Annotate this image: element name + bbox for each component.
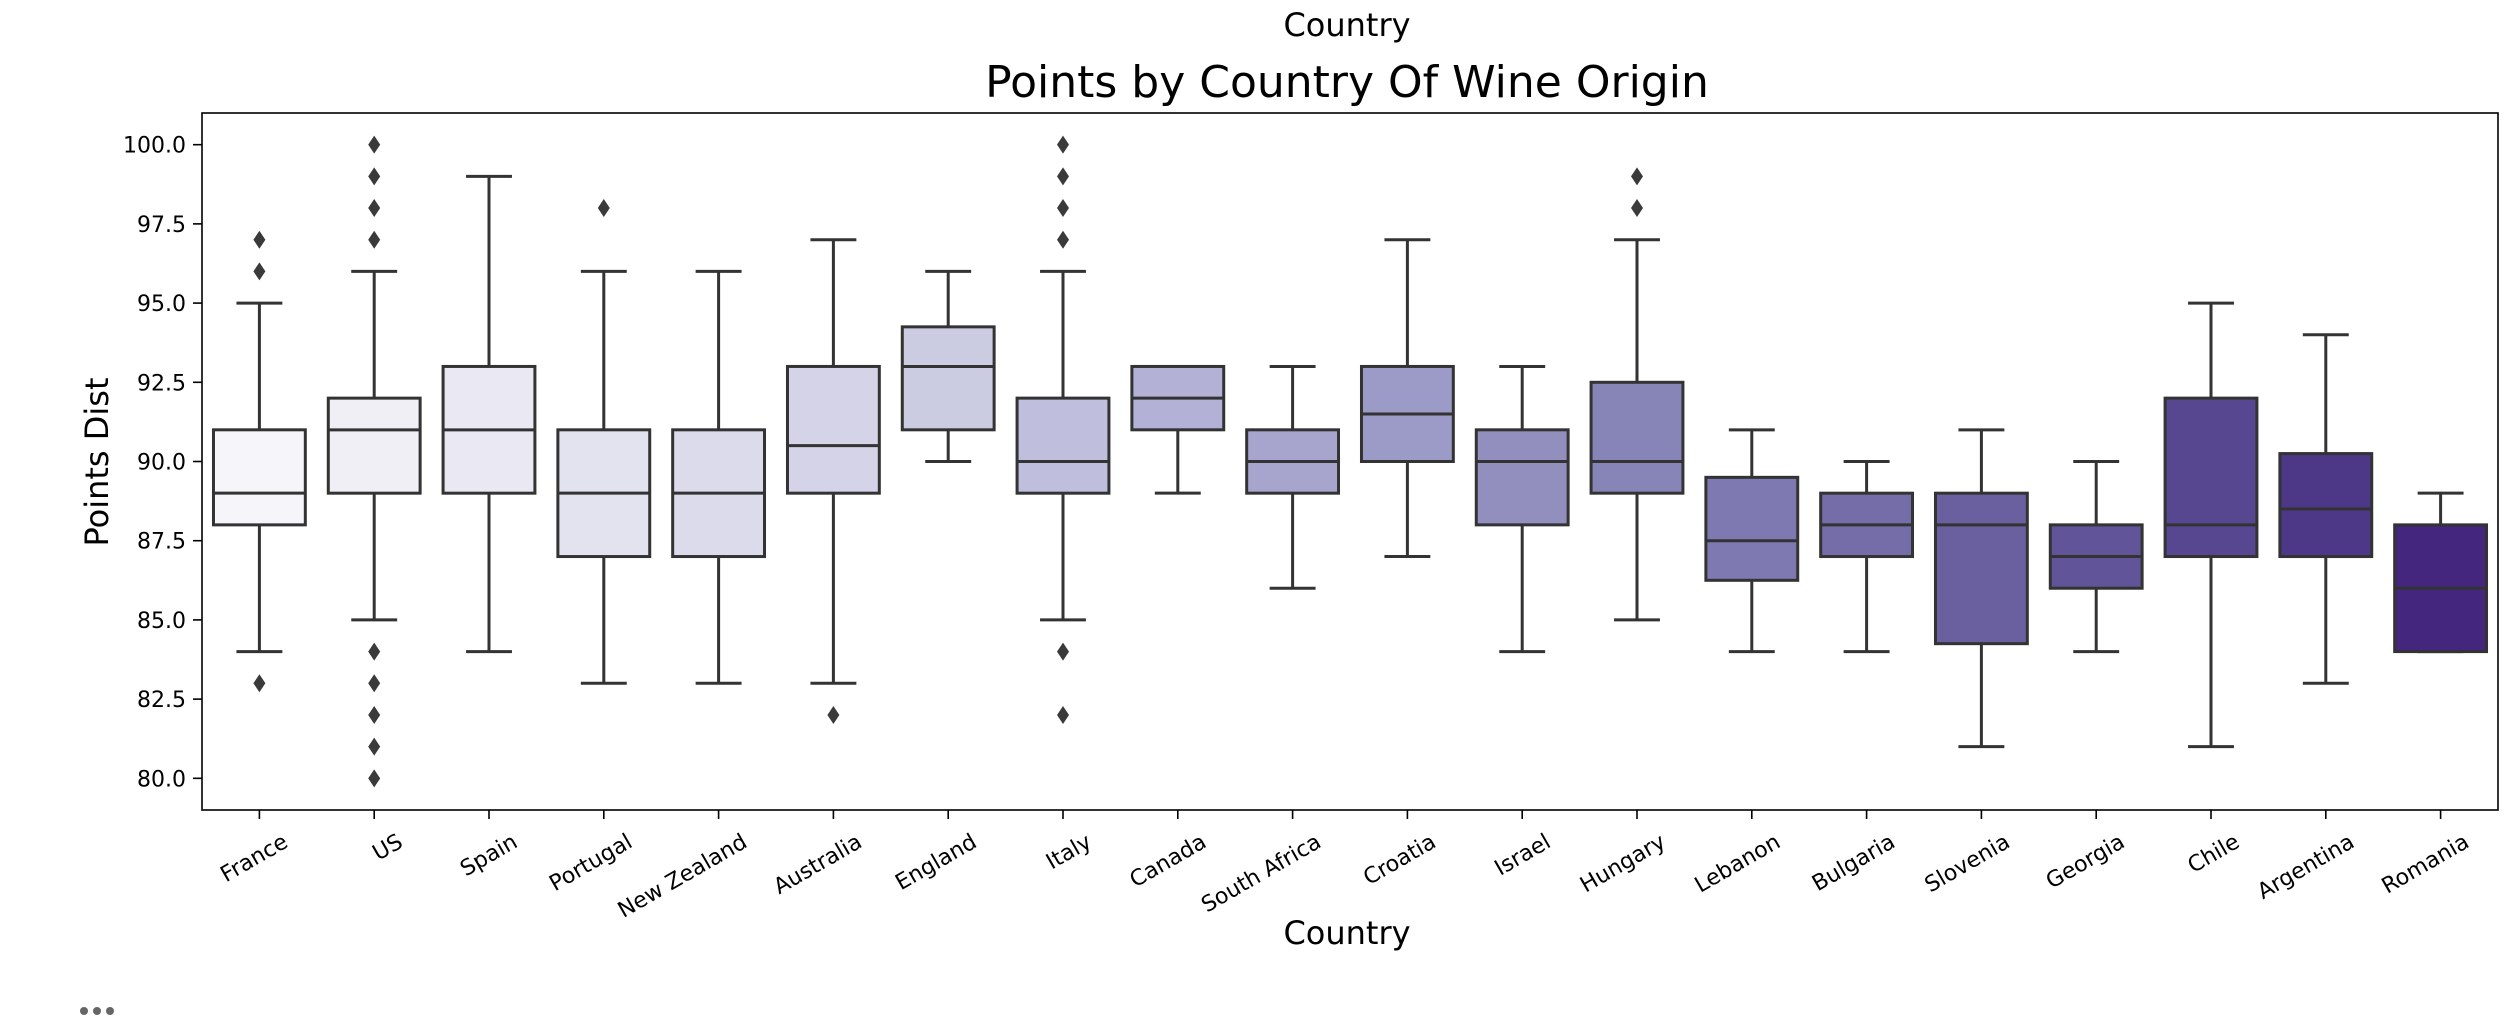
x-tick-label: Canada	[1126, 830, 1211, 894]
x-tick-label: Spain	[456, 830, 522, 882]
box-iqr	[2163, 396, 2259, 559]
y-tick-label: 97.5	[137, 213, 186, 238]
outlier-point	[827, 705, 840, 724]
x-tick-label: Croatia	[1359, 830, 1440, 891]
more-options-icon[interactable]	[80, 1000, 140, 1016]
outlier-point	[368, 642, 381, 661]
box-group	[1704, 428, 1800, 654]
chart-title: Points by Country Of Wine Origin	[985, 57, 1709, 108]
y-tick-label: 85.0	[137, 609, 186, 634]
y-tick-label: 90.0	[137, 451, 186, 476]
box-group	[1933, 428, 2029, 749]
y-tick-label: 87.5	[137, 530, 186, 555]
outlier-point	[368, 167, 381, 186]
box-iqr	[211, 428, 307, 527]
box-group	[1359, 238, 1455, 559]
box-group	[211, 230, 307, 693]
box-group	[441, 174, 537, 654]
y-tick-label: 82.5	[137, 688, 186, 713]
box-iqr	[785, 364, 881, 495]
x-tick-label: Lebanon	[1691, 830, 1785, 899]
box-group	[1819, 460, 1915, 654]
y-tick-label: 100.0	[123, 134, 186, 159]
outlier-point	[1631, 167, 1643, 186]
outlier-point	[1057, 705, 1069, 724]
boxes-layer	[211, 135, 2489, 788]
outlier-point	[1631, 199, 1643, 218]
x-tick-label: Georgia	[2042, 830, 2129, 895]
outlier-point	[253, 230, 266, 249]
box-iqr	[2278, 452, 2374, 559]
y-axis-label: Points Dist	[78, 377, 116, 546]
box-group	[785, 238, 881, 724]
x-axis-label: Country	[1283, 914, 1410, 952]
x-tick-label: Bulgaria	[1808, 830, 1900, 897]
box-group	[2278, 333, 2374, 685]
x-tick-label: France	[217, 830, 293, 888]
outlier-point	[1057, 642, 1069, 661]
outlier-point	[368, 769, 381, 788]
box-group	[1015, 135, 1111, 724]
figure-suptitle: Country	[1283, 6, 1410, 44]
x-tick-label: Slovenia	[1921, 830, 2015, 898]
box-group	[326, 135, 422, 788]
outlier-point	[1057, 199, 1069, 218]
y-axis: 80.0 82.5 85.0 87.5 90.0 92.5 95.0 97.5 100.0	[123, 134, 202, 792]
box-group	[2393, 491, 2489, 654]
box-group	[1130, 364, 1226, 495]
x-tick-label: Australia	[770, 830, 867, 900]
x-tick-label: Italy	[1042, 830, 1096, 876]
outlier-point	[253, 262, 266, 281]
y-tick-label: 80.0	[137, 767, 186, 792]
x-tick-label: South Africa	[1197, 830, 1325, 918]
x-tick-label: Romania	[2378, 830, 2474, 900]
box-group	[556, 199, 652, 685]
x-tick-label: US	[369, 830, 408, 867]
x-tick-label: Israel	[1491, 830, 1556, 882]
box-iqr	[1589, 380, 1685, 495]
axes-frame	[201, 112, 2499, 811]
outlier-point	[368, 135, 381, 154]
box-iqr	[1704, 475, 1800, 582]
y-tick-label: 95.0	[137, 292, 186, 317]
box-iqr	[1015, 396, 1111, 495]
outlier-point	[368, 737, 381, 756]
box-group	[671, 269, 767, 685]
x-tick-label: England	[891, 830, 981, 896]
box-group	[1474, 364, 1570, 654]
x-tick-label: New Zealand	[614, 830, 752, 924]
box-iqr	[326, 396, 422, 495]
outlier-point	[597, 199, 610, 218]
outlier-point	[1057, 167, 1069, 186]
x-tick-label: Hungary	[1576, 830, 1670, 899]
box-group	[2163, 301, 2259, 749]
outlier-point	[368, 674, 381, 693]
outlier-point	[368, 199, 381, 218]
y-tick-label: 92.5	[137, 371, 186, 396]
box-group	[1589, 167, 1685, 622]
outlier-point	[368, 705, 381, 724]
x-tick-label: Portugal	[545, 830, 636, 897]
box-iqr	[900, 325, 996, 432]
x-tick-label: Argentina	[2253, 830, 2358, 905]
box-iqr	[1474, 428, 1570, 527]
outlier-point	[1057, 135, 1069, 154]
box-iqr	[1933, 491, 2029, 646]
box-group	[1245, 364, 1341, 590]
outlier-point	[368, 230, 381, 249]
box-group	[900, 269, 996, 463]
x-tick-label: Chile	[2184, 830, 2244, 879]
box-group	[2048, 460, 2144, 654]
outlier-point	[253, 674, 266, 693]
outlier-point	[1057, 230, 1069, 249]
